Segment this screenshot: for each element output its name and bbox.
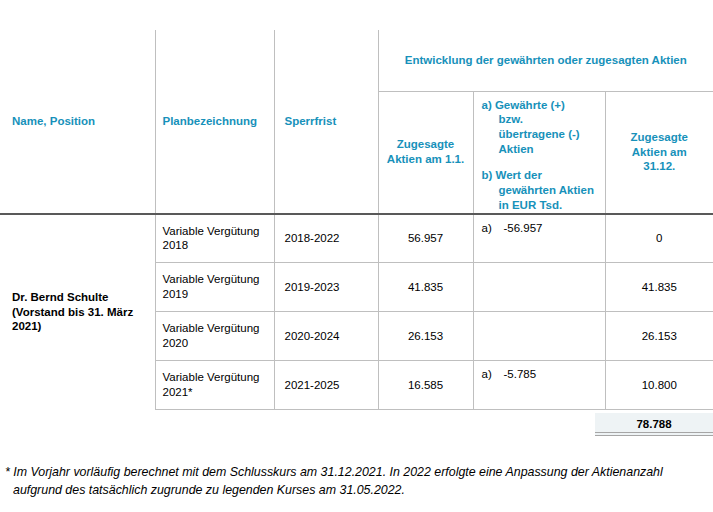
column-header-change-part-b: b) Wert der gewährten Aktien in EUR Tsd. xyxy=(482,168,601,212)
change-b-line: gewährten Aktien xyxy=(499,183,601,198)
shares-start-cell: 16.585 xyxy=(378,361,473,410)
table-row: Dr. Bernd Schulte (Vorstand bis 31. März… xyxy=(0,214,713,263)
column-header-gewaehrte-uebertragene-aktien: a) Gewährte (+) bzw. übertragene (-) Akt… xyxy=(473,91,605,214)
shares-change-cell: a)-5.785 xyxy=(473,361,605,410)
shares-change-cell xyxy=(473,263,605,312)
shares-end-cell: 26.153 xyxy=(605,312,713,361)
plan-cell: Variable Vergütung 2019 xyxy=(155,263,274,312)
change-a-line: a) Gewährte (+) xyxy=(482,98,601,113)
change-value: -5.785 xyxy=(504,368,537,380)
change-b-line: in EUR Tsd. xyxy=(499,198,601,213)
total-cell: 78.788 xyxy=(605,410,713,444)
change-prefix: a) xyxy=(482,367,504,382)
shares-start-cell: 41.835 xyxy=(378,263,473,312)
person-name: Dr. Bernd Schulte xyxy=(12,290,151,305)
shares-start-cell: 26.153 xyxy=(378,312,473,361)
sperrfrist-cell: 2020-2024 xyxy=(274,312,378,361)
sperrfrist-cell: 2018-2022 xyxy=(274,214,378,263)
column-header-name-position: Name, Position xyxy=(0,30,155,214)
header-row-group: Name, Position Planbezeichnung Sperrfris… xyxy=(0,30,713,91)
column-header-sperrfrist: Sperrfrist xyxy=(274,30,378,214)
shares-change-cell: a)-56.957 xyxy=(473,214,605,263)
document-page: Name, Position Planbezeichnung Sperrfris… xyxy=(0,30,713,512)
sperrfrist-cell: 2021-2025 xyxy=(274,361,378,410)
shares-end-cell: 10.800 xyxy=(605,361,713,410)
shares-change-cell xyxy=(473,312,605,361)
shares-end-cell: 0 xyxy=(605,214,713,263)
footnote: * Im Vorjahr vorläufig berechnet mit dem… xyxy=(0,463,713,500)
change-a-line: bzw. xyxy=(499,112,601,127)
column-header-zugesagte-aktien-1-1: Zugesagte Aktien am 1.1. xyxy=(378,91,473,214)
plan-cell: Variable Vergütung 2018 xyxy=(155,214,274,263)
change-value: -56.957 xyxy=(504,222,543,234)
column-header-change-part-a: a) Gewährte (+) bzw. übertragene (-) Akt… xyxy=(482,98,601,157)
share-plan-table: Name, Position Planbezeichnung Sperrfris… xyxy=(0,30,713,444)
column-group-header-label: Entwicklung der gewährten oder zugesagte… xyxy=(400,53,692,68)
shares-start-cell: 56.957 xyxy=(378,214,473,263)
person-cell: Dr. Bernd Schulte (Vorstand bis 31. März… xyxy=(0,214,155,410)
column-header-zugesagte-aktien-31-12: Zugesagte Aktien am 31.12. xyxy=(605,91,713,214)
column-header-end-label: Zugesagte Aktien am 31.12. xyxy=(624,130,694,174)
column-header-planbezeichnung: Planbezeichnung xyxy=(155,30,274,214)
column-group-header: Entwicklung der gewährten oder zugesagte… xyxy=(378,30,713,91)
change-prefix: a) xyxy=(482,221,504,236)
plan-cell: Variable Vergütung 2020 xyxy=(155,312,274,361)
plan-cell: Variable Vergütung 2021* xyxy=(155,361,274,410)
sperrfrist-cell: 2019-2023 xyxy=(274,263,378,312)
shares-end-cell: 41.835 xyxy=(605,263,713,312)
change-a-line: Aktien xyxy=(499,142,601,157)
total-shares-value: 78.788 xyxy=(595,413,713,436)
person-position: (Vorstand bis 31. März 2021) xyxy=(12,305,151,334)
total-row-spacer xyxy=(0,410,605,444)
total-row: 78.788 xyxy=(0,410,713,444)
change-b-line: b) Wert der xyxy=(482,168,601,183)
change-a-line: übertragene (-) xyxy=(499,127,601,142)
